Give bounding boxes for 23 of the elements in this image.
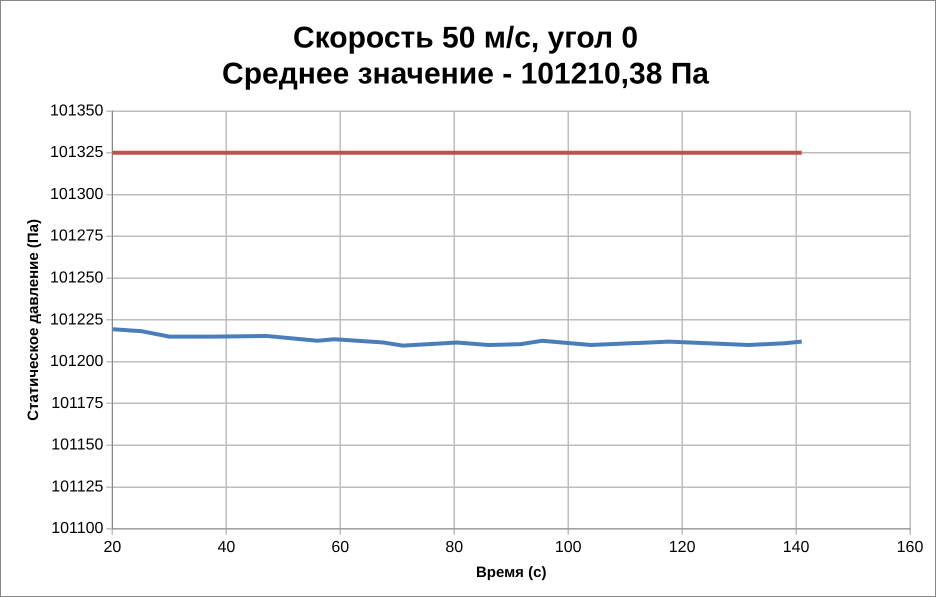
x-tick-label: 60	[331, 538, 350, 556]
x-tick-label: 40	[217, 538, 236, 556]
x-tick-label: 20	[103, 538, 122, 556]
y-tick-label: 101175	[51, 394, 104, 412]
y-tick-label: 101275	[50, 228, 104, 245]
y-tick-label: 101125	[51, 478, 104, 496]
y-tick-label: 101350	[50, 102, 104, 120]
y-tick-label: 101150	[51, 436, 104, 454]
x-tick-label: 140	[782, 538, 810, 556]
x-tick-label: 100	[554, 538, 582, 556]
x-tick-label: 120	[668, 538, 696, 556]
y-tick-label: 101250	[50, 270, 104, 287]
x-axis-title: Время (с)	[476, 564, 546, 582]
chart-subtitle: Среднее значение - 101210,38 Па	[222, 57, 710, 90]
y-tick-label: 101225	[50, 311, 104, 328]
x-tick-label: 80	[445, 538, 464, 556]
y-tick-label: 101100	[51, 520, 104, 538]
y-tick-label: 101200	[50, 353, 104, 370]
y-axis-title: Статическое давление (Па)	[25, 219, 42, 421]
chart-title: Скорость 50 м/с, угол 0	[292, 21, 638, 54]
x-tick-label: 160	[896, 538, 924, 556]
y-tick-label: 101325	[50, 144, 104, 162]
y-tick-label: 101300	[50, 186, 104, 203]
